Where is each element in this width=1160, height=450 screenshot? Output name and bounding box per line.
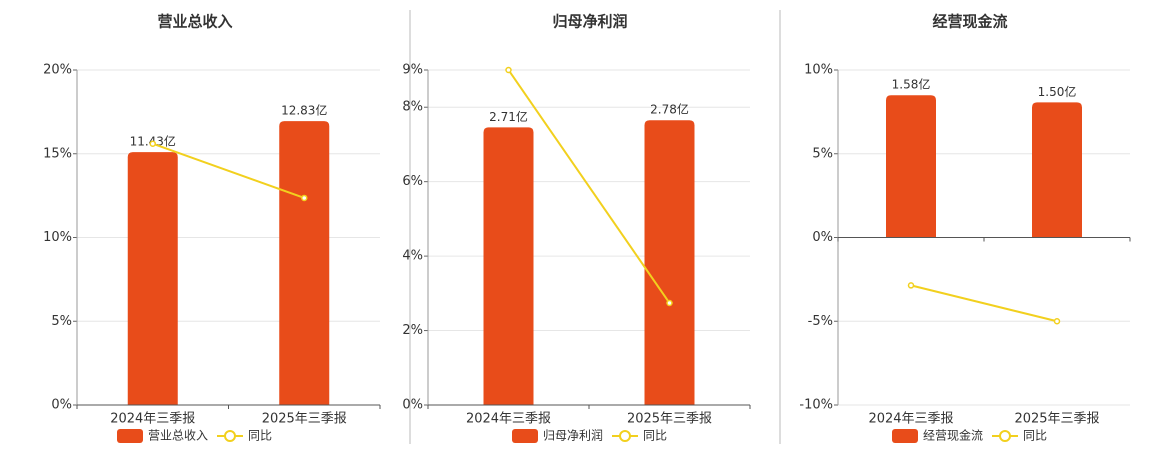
chart-title: 经营现金流 bbox=[932, 13, 1007, 31]
value-label: 1.50亿 bbox=[1038, 84, 1077, 99]
line-point bbox=[907, 282, 915, 289]
line-point bbox=[505, 66, 512, 74]
legend-label: 经营现金流 bbox=[923, 428, 983, 443]
y-tick-label: 5% bbox=[812, 146, 833, 161]
value-label: 2.78亿 bbox=[650, 102, 689, 117]
x-tick-label: 2025年三季报 bbox=[1014, 412, 1099, 427]
y-tick-label: 15% bbox=[43, 146, 72, 161]
y-tick-label: 2% bbox=[402, 323, 423, 338]
chart-title: 营业总收入 bbox=[157, 13, 232, 31]
value-label: 1.58亿 bbox=[892, 77, 931, 92]
legend-swatch bbox=[512, 429, 538, 443]
bar bbox=[483, 127, 534, 406]
y-tick-label: 9% bbox=[402, 63, 423, 78]
y-tick-label: 0% bbox=[51, 398, 72, 413]
legend-label: 归母净利润 bbox=[543, 429, 603, 443]
y-tick-label: 4% bbox=[402, 249, 423, 264]
y-tick-label: 10% bbox=[804, 63, 833, 78]
y-tick-label: 6% bbox=[402, 174, 423, 189]
line bbox=[910, 284, 1058, 323]
bar bbox=[644, 120, 695, 405]
legend-swatch bbox=[999, 430, 1011, 442]
line bbox=[152, 142, 305, 199]
legend-label: 同比 bbox=[1023, 429, 1047, 443]
legend-label: 同比 bbox=[248, 429, 272, 443]
y-tick-label: 5% bbox=[51, 314, 72, 329]
y-tick-label: 0% bbox=[402, 398, 423, 413]
bar bbox=[127, 152, 178, 405]
chart-title: 归母净利润 bbox=[552, 13, 627, 31]
x-tick-label: 2025年三季报 bbox=[262, 412, 347, 427]
bar bbox=[279, 121, 330, 405]
x-tick-label: 2024年三季报 bbox=[110, 412, 195, 427]
legend-label: 营业总收入 bbox=[148, 429, 208, 443]
x-tick-label: 2024年三季报 bbox=[868, 412, 953, 427]
legend-label: 同比 bbox=[643, 429, 667, 443]
value-label: 2.71亿 bbox=[489, 109, 528, 124]
line-point bbox=[1053, 318, 1061, 325]
bar bbox=[886, 95, 936, 238]
y-tick-label: 20% bbox=[43, 63, 72, 78]
x-tick-label: 2024年三季报 bbox=[466, 412, 551, 427]
value-label: 12.83亿 bbox=[281, 103, 327, 118]
x-tick-label: 2025年三季报 bbox=[627, 412, 712, 427]
y-tick-label: 10% bbox=[43, 230, 72, 245]
y-tick-label: 0% bbox=[812, 230, 833, 245]
line-point bbox=[666, 299, 673, 307]
y-tick-label: 8% bbox=[402, 100, 423, 115]
legend-swatch bbox=[224, 430, 236, 442]
legend-swatch bbox=[892, 429, 918, 443]
line bbox=[507, 69, 671, 304]
line-point bbox=[301, 194, 308, 202]
legend-swatch bbox=[619, 430, 631, 442]
bar bbox=[1032, 102, 1082, 238]
y-tick-label: -10% bbox=[799, 398, 833, 413]
y-tick-label: -5% bbox=[808, 314, 833, 329]
line-point bbox=[149, 140, 156, 147]
legend-swatch bbox=[117, 429, 143, 443]
